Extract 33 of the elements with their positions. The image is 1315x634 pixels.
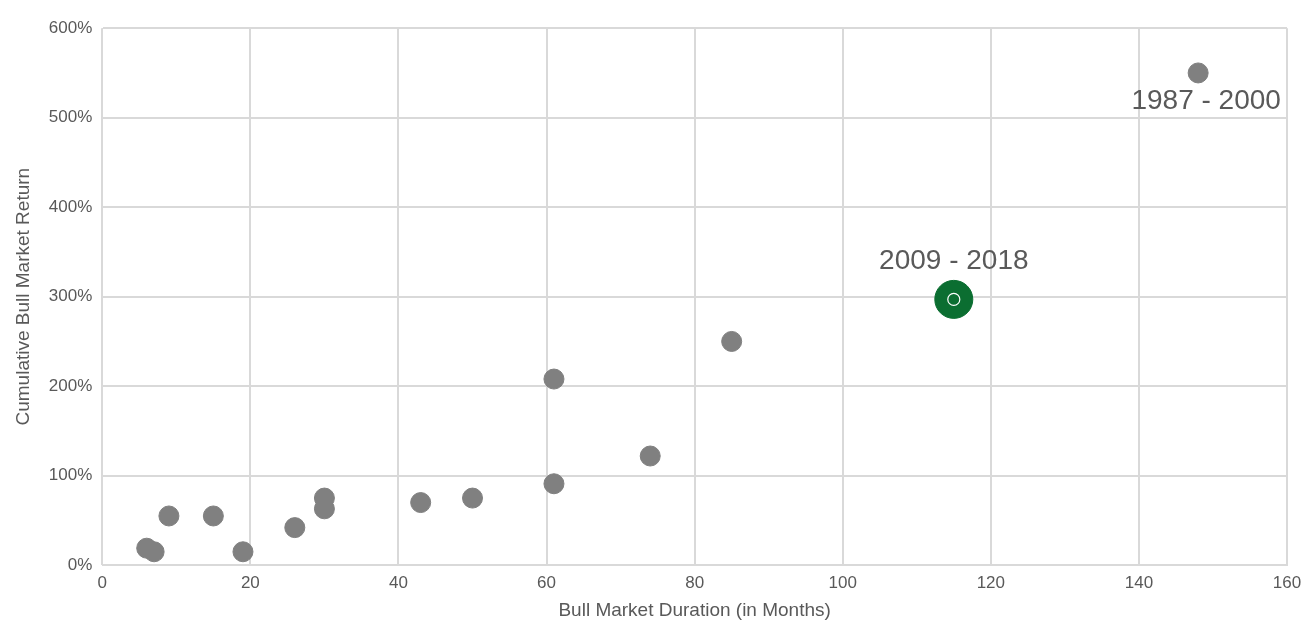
x-tick-label: 80	[685, 573, 705, 593]
annotation: 2009 - 2018	[879, 244, 1029, 276]
point	[1187, 62, 1209, 84]
point	[158, 505, 180, 527]
x-tick-label: 140	[1124, 573, 1154, 593]
y-tick-label: 0%	[67, 554, 93, 574]
x-tick-label: 40	[389, 573, 408, 593]
x-tick-label: 100	[828, 573, 857, 593]
x-tick-label: 20	[240, 573, 260, 593]
point	[543, 473, 565, 495]
point	[639, 445, 661, 467]
point	[232, 541, 254, 563]
x-axis-title: Bull Market Duration (in Months)	[558, 598, 831, 620]
point	[143, 541, 165, 563]
point	[543, 368, 565, 390]
point	[202, 505, 224, 527]
y-axis-title: Cumulative Bull Market Return	[11, 167, 33, 426]
point	[462, 487, 484, 509]
y-tick-label: 600%	[48, 17, 93, 37]
y-tick-label: 300%	[48, 286, 93, 306]
point	[721, 330, 743, 352]
y-tick-label: 500%	[48, 107, 93, 127]
x-tick-label: 0	[97, 573, 108, 593]
annotation: 1987 - 2000	[1131, 83, 1281, 115]
x-tick-label: 60	[537, 573, 557, 593]
x-tick-label: 160	[1272, 573, 1302, 593]
point	[934, 279, 974, 319]
y-tick-label: 100%	[48, 465, 93, 485]
y-tick-label: 200%	[48, 375, 93, 395]
x-tick-label: 120	[976, 573, 1006, 593]
y-tick-label: 400%	[48, 196, 93, 216]
point	[284, 517, 306, 539]
point	[410, 492, 432, 514]
